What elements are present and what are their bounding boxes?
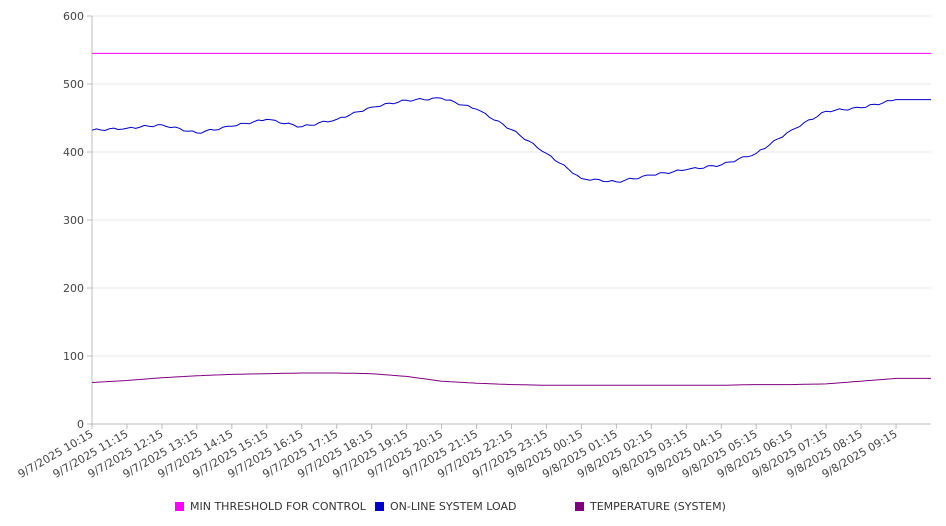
legend-swatch-temperature — [575, 501, 584, 511]
gridlines — [92, 15, 931, 357]
y-tick-label: 400 — [63, 146, 84, 159]
y-tick-label: 600 — [63, 10, 84, 23]
y-tick-label: 0 — [77, 418, 84, 431]
axes — [87, 15, 931, 429]
series-line-on-line-system-load[interactable] — [91, 97, 931, 183]
chart-legend: MIN THRESHOLD FOR CONTROL ON-LINE SYSTEM… — [0, 498, 946, 516]
series-line-temperature-system[interactable] — [91, 372, 931, 386]
y-tick-label: 300 — [63, 214, 84, 227]
x-tick-labels: 9/7/2025 10:159/7/2025 11:159/7/2025 12:… — [16, 427, 900, 481]
series-lines — [91, 52, 931, 386]
legend-item-system-load[interactable]: ON-LINE SYSTEM LOAD — [375, 498, 516, 514]
y-tick-labels: 0 100 200 300 400 500 600 — [63, 10, 84, 431]
legend-label-system-load: ON-LINE SYSTEM LOAD — [390, 499, 517, 513]
legend-label-min-threshold: MIN THRESHOLD FOR CONTROL — [190, 499, 366, 513]
y-tick-label: 100 — [63, 350, 84, 363]
legend-item-min-threshold[interactable]: MIN THRESHOLD FOR CONTROL — [175, 498, 366, 514]
legend-label-temperature: TEMPERATURE (SYSTEM) — [590, 499, 726, 513]
y-tick-label: 500 — [63, 78, 84, 91]
legend-item-temperature[interactable]: TEMPERATURE (SYSTEM) — [575, 498, 726, 514]
y-tick-label: 200 — [63, 282, 84, 295]
legend-swatch-min-threshold — [175, 501, 184, 511]
legend-swatch-system-load — [375, 501, 384, 511]
